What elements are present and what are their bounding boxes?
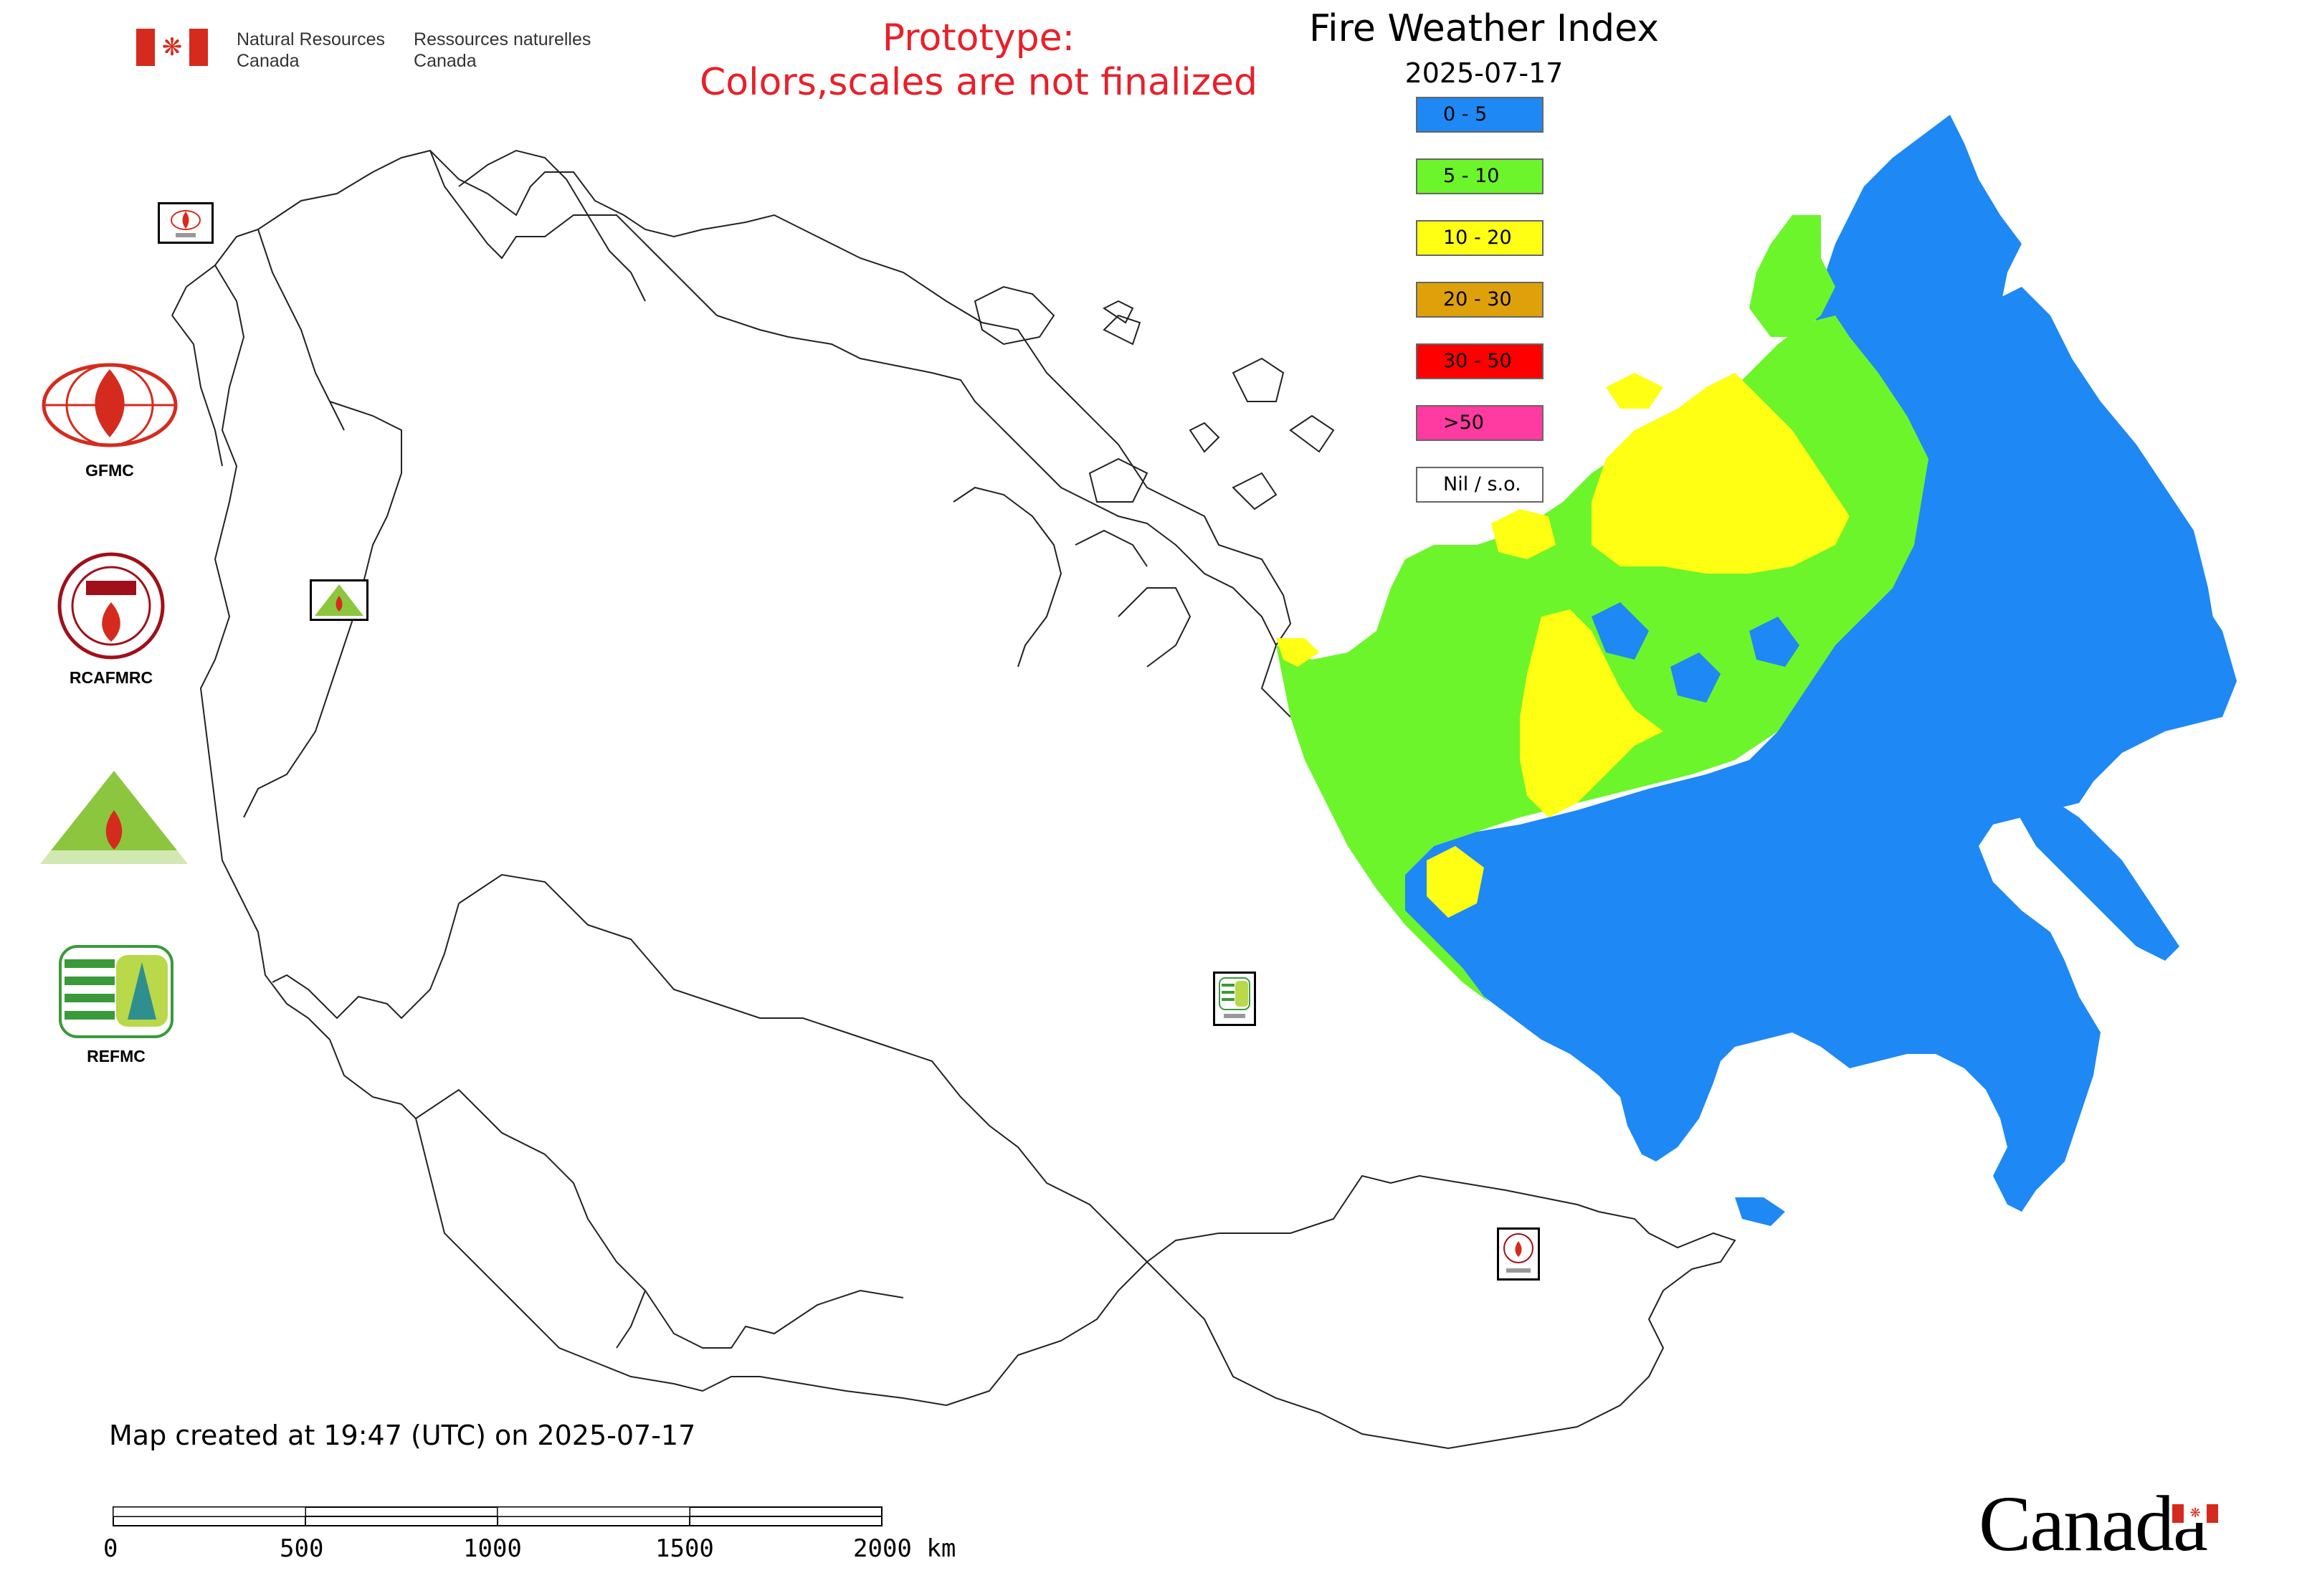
gfmc-marker-icon: [171, 210, 201, 237]
fwi-zone-0-5: [1670, 652, 1721, 703]
fwi-zone-10-20: [1606, 373, 1663, 409]
legend-item-10-20: 10 - 20: [1416, 220, 1544, 256]
logo-reefmc: [37, 767, 191, 870]
wordmark-flag-icon: ❋: [2172, 1504, 2218, 1523]
legend-item-5-10: 5 - 10: [1416, 158, 1544, 194]
scale-label-1000: 1000: [463, 1534, 522, 1563]
fwi-raster: [1276, 115, 2237, 1226]
fwi-zone-0-5: [1592, 602, 1649, 660]
scale-label-0: 0: [103, 1534, 118, 1563]
fwi-zone-0-5: [1749, 617, 1799, 667]
logo-rcafmrc-label: RCAFMRC: [69, 668, 153, 687]
prototype-notice: Prototype: Colors,scales are not finaliz…: [638, 16, 1319, 105]
legend-label: 5 - 10: [1443, 165, 1500, 187]
legend-label: Nil / s.o.: [1443, 473, 1521, 495]
legend-item-50-plus: >50: [1416, 405, 1544, 441]
refmc-sigma-icon: [59, 945, 173, 1038]
scale-label-1500: 1500: [655, 1534, 714, 1563]
logo-gfmc: GFMC: [42, 362, 181, 480]
logo-refmc-label: REFMC: [87, 1047, 146, 1065]
legend-label: >50: [1443, 412, 1484, 434]
reefmc-triangle-icon: [40, 771, 188, 866]
legend-item-30-50: 30 - 50: [1416, 343, 1544, 379]
legend-item-20-30: 20 - 30: [1416, 282, 1544, 318]
map-marker-refmc[interactable]: [1213, 972, 1256, 1026]
legend-label: 0 - 5: [1443, 103, 1488, 125]
fwi-zone-0-5: [1735, 1197, 1785, 1226]
legend-item-0-5: 0 - 5: [1416, 97, 1544, 133]
map-marker-rcafmrc[interactable]: [1497, 1227, 1540, 1281]
scale-label-500: 500: [280, 1534, 324, 1563]
map-marker-reefmc[interactable]: [310, 579, 368, 621]
scale-bar: [113, 1506, 883, 1526]
rcafmrc-marker-icon: [1503, 1233, 1533, 1273]
logo-rcafmrc: RCAFMRC: [57, 552, 183, 688]
nrcan-signature: ❋ Natural Resources Canada Ressources na…: [136, 29, 591, 72]
scale-label-2000: 2000 km: [853, 1534, 956, 1563]
map-title: Fire Weather Index: [1309, 7, 1659, 50]
fwi-zone-0-5: [1993, 287, 2215, 674]
canada-flag-icon: ❋: [136, 29, 208, 66]
legend-label: 10 - 20: [1443, 227, 1512, 249]
rcafmrc-seal-icon: [57, 552, 165, 660]
legend-label: 20 - 30: [1443, 288, 1512, 310]
map-created-note: Map created at 19:47 (UTC) on 2025-07-17: [109, 1420, 696, 1451]
map-date: 2025-07-17: [1404, 57, 1564, 89]
gfmc-globe-flame-icon: [42, 363, 178, 447]
prototype-line-1: Prototype:: [882, 16, 1075, 60]
legend-item-nil: Nil / s.o.: [1416, 467, 1544, 503]
fwi-zone-10-20: [1520, 609, 1663, 817]
reefmc-marker-icon: [315, 584, 363, 616]
map-marker-gfmc[interactable]: [158, 202, 214, 244]
fwi-zone-10-20: [1427, 846, 1484, 918]
logo-gfmc-label: GFMC: [85, 461, 134, 480]
fwi-zone-10-20: [1276, 638, 1319, 667]
refmc-marker-icon: [1219, 977, 1250, 1018]
org-name-en: Natural Resources Canada: [237, 29, 386, 71]
canada-wordmark: Canada: [1979, 1480, 2208, 1567]
legend-label: 30 - 50: [1443, 350, 1512, 372]
org-name-fr: Ressources naturelles Canada: [414, 29, 591, 71]
prototype-line-2: Colors,scales are not finalized: [699, 61, 1258, 104]
logo-refmc: REFMC: [59, 945, 188, 1066]
fwi-zone-0-5: [2007, 789, 2179, 961]
fwi-zone-10-20: [1592, 373, 1850, 574]
fwi-zone-5-10: [1749, 215, 1835, 337]
fwi-zone-10-20: [1491, 509, 1556, 559]
